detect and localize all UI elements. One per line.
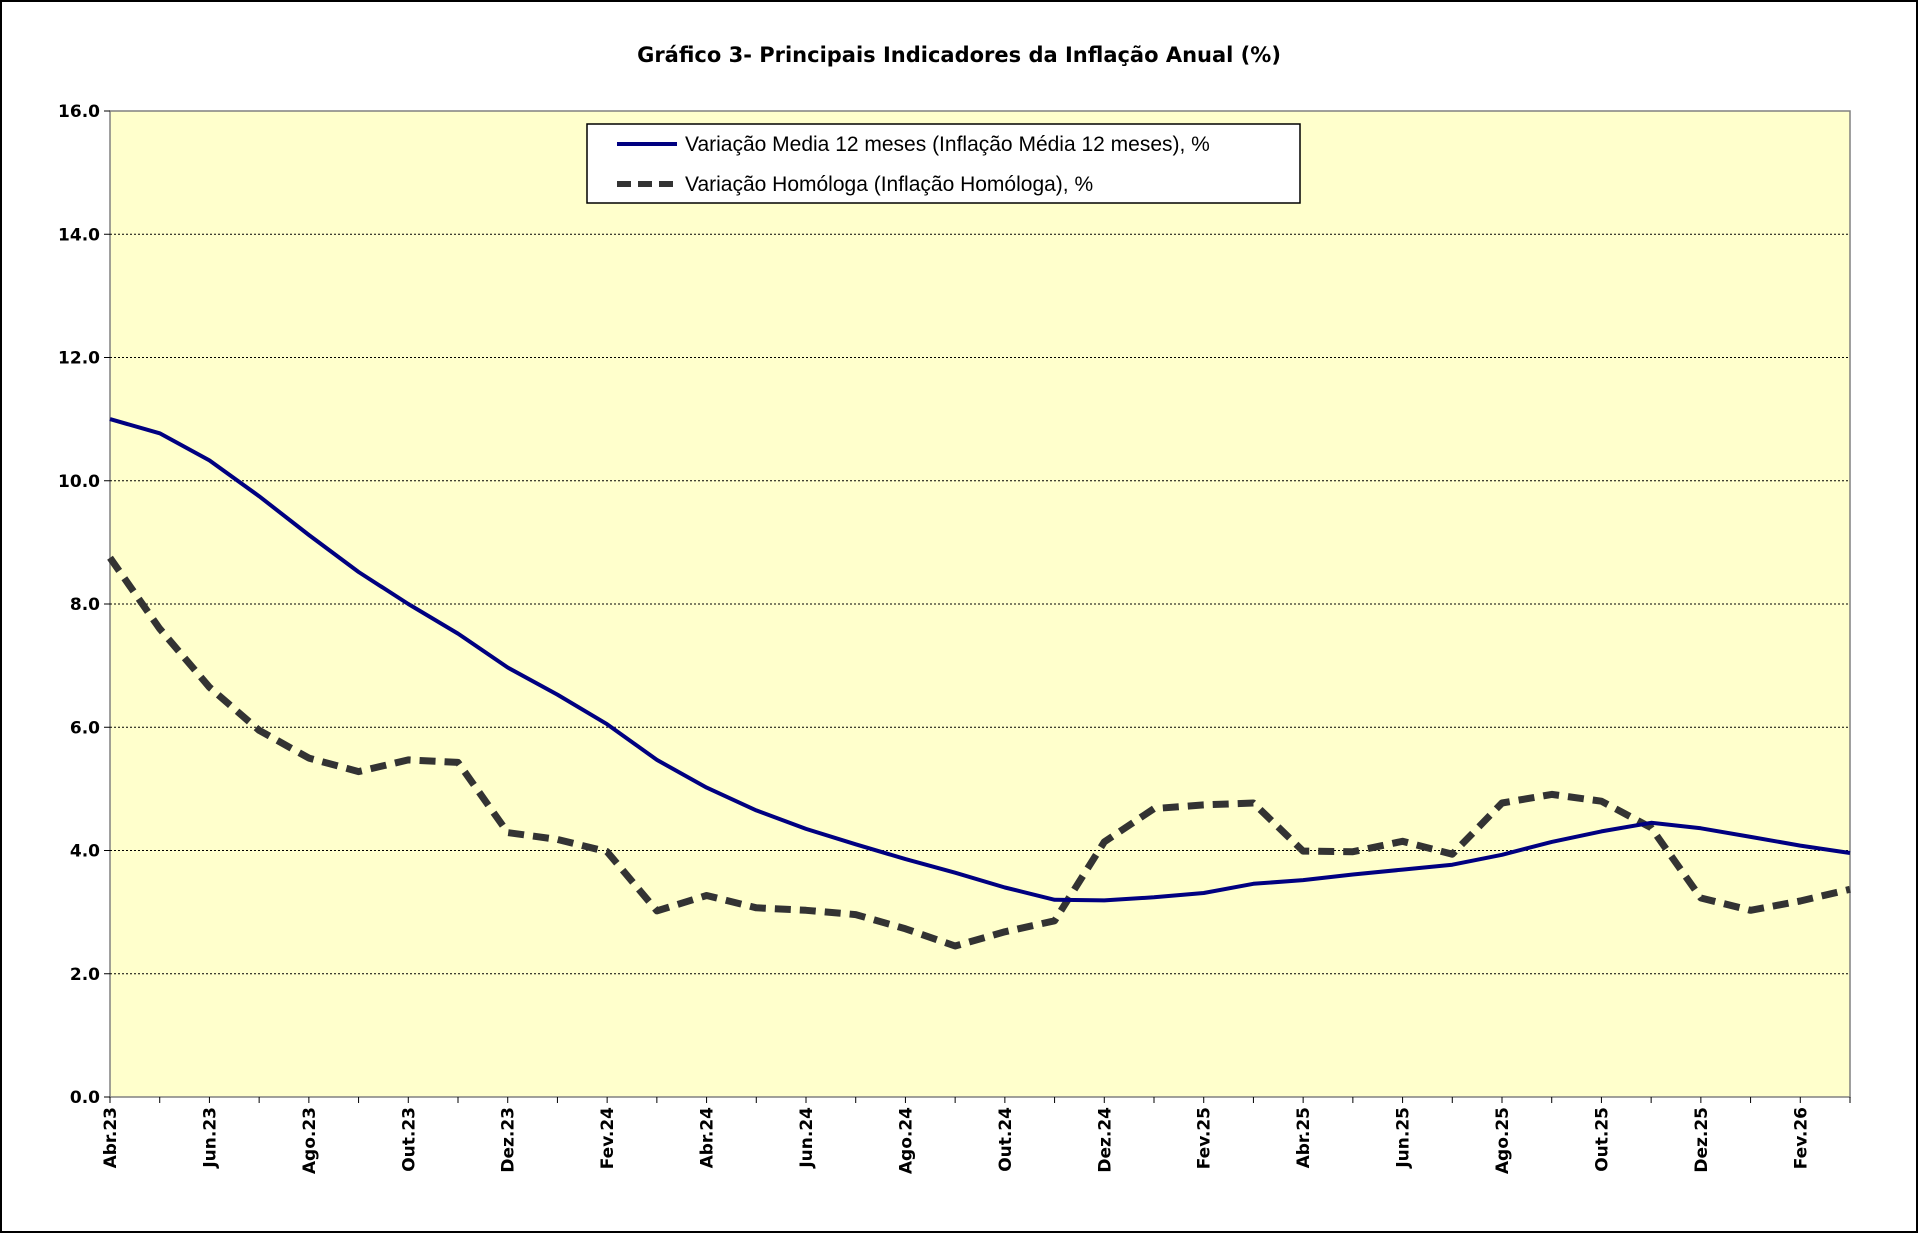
legend-box (586, 123, 1301, 204)
x-tick-label: Fev.24 (598, 1107, 618, 1169)
y-tick-label: 8.0 (70, 595, 100, 615)
x-tick-label: Out.25 (1592, 1107, 1612, 1172)
y-tick-label: 16.0 (58, 102, 100, 122)
legend-label-homologa: Variação Homóloga (Inflação Homóloga), % (685, 173, 1093, 196)
x-tick-label: Dez.24 (1095, 1107, 1115, 1173)
y-tick-label: 4.0 (70, 842, 100, 862)
x-tick-label: Dez.23 (499, 1107, 519, 1173)
x-tick-label: Jun.24 (797, 1107, 817, 1169)
y-tick-label: 14.0 (58, 225, 100, 245)
x-tick-label: Dez.25 (1692, 1107, 1712, 1173)
x-tick-label: Out.24 (996, 1107, 1016, 1172)
y-tick-label: 0.0 (70, 1088, 100, 1108)
x-tick-label: Abr.25 (1294, 1107, 1314, 1168)
series-line-homologa (107, 555, 1851, 950)
x-tick-label: Out.23 (399, 1107, 419, 1172)
x-tick-label: Jun.23 (200, 1107, 220, 1169)
x-tick-label: Abr.23 (101, 1107, 121, 1168)
x-tick-label: Fev.26 (1791, 1107, 1811, 1169)
chart-title: Gráfico 3- Principais Indicadores da Inf… (637, 43, 1281, 67)
x-tick-label: Ago.24 (896, 1107, 916, 1174)
x-tick-label: Abr.24 (698, 1107, 718, 1169)
x-tick-label: Ago.23 (300, 1107, 320, 1174)
x-tick-label: Ago.25 (1493, 1107, 1513, 1174)
legend-label-media: Variação Media 12 meses (Inflação Média … (685, 133, 1210, 156)
y-tick-label: 10.0 (58, 472, 100, 492)
y-tick-label: 12.0 (58, 349, 100, 369)
legend: Variação Media 12 meses (Inflação Média … (586, 123, 1301, 204)
x-tick-label: Jun.25 (1394, 1107, 1414, 1169)
x-tick-label: Fev.25 (1195, 1107, 1215, 1169)
series-line-media (109, 417, 1851, 903)
y-tick-label: 2.0 (70, 965, 100, 985)
y-tick-label: 6.0 (70, 718, 100, 738)
